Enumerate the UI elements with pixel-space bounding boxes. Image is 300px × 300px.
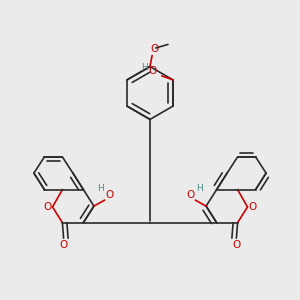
Text: H: H — [196, 184, 202, 193]
Text: O: O — [232, 240, 241, 250]
Text: O: O — [44, 202, 52, 212]
Text: O: O — [105, 190, 113, 200]
Text: O: O — [187, 190, 195, 200]
Text: O: O — [148, 66, 157, 76]
Text: O: O — [59, 240, 68, 250]
Text: O: O — [248, 202, 256, 212]
Text: H: H — [98, 184, 104, 193]
Text: H: H — [142, 63, 148, 72]
Text: O: O — [150, 44, 158, 54]
